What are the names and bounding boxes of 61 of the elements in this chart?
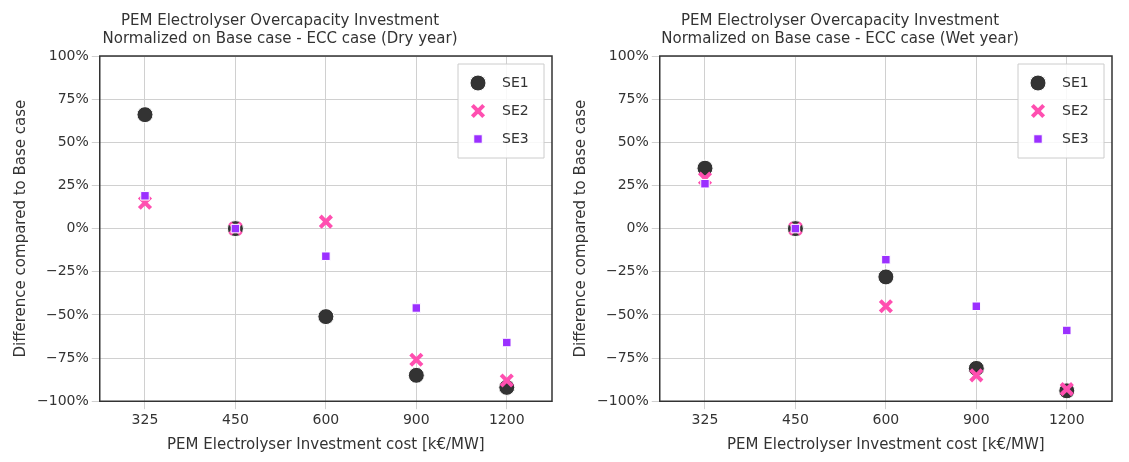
point [317, 308, 335, 326]
y-tick-label: 0% [66, 219, 89, 236]
y-tick-label: 75% [57, 89, 89, 106]
point [411, 303, 422, 313]
point [878, 298, 894, 314]
y-tick-label: 0% [626, 219, 649, 236]
point [502, 337, 512, 348]
legend-label: SE1 [1062, 73, 1089, 90]
x-tick-label: 900 [402, 411, 430, 428]
y-tick-label: 75% [617, 89, 649, 106]
point [408, 352, 424, 368]
y-tick-label: 25% [57, 176, 89, 193]
x-tick-label: 900 [962, 411, 990, 428]
y-tick-label: −50% [45, 305, 89, 322]
point [136, 106, 154, 124]
y-tick-label: 50% [617, 132, 649, 149]
point [877, 268, 895, 286]
x-tick-label: 450 [222, 411, 249, 428]
point [137, 195, 153, 211]
x-tick-label: 450 [782, 411, 809, 428]
x-tick-label: 325 [691, 411, 719, 428]
x-tick-label: 1200 [1048, 411, 1085, 428]
point [700, 178, 710, 189]
legend-label: SE3 [502, 129, 529, 146]
y-tick-label: 25% [617, 176, 649, 193]
y-tick-label: 50% [57, 132, 89, 149]
point [1062, 325, 1072, 336]
point [321, 251, 331, 261]
chart-subtitle: Normalized on Base case - ECC case (Wet year) [661, 28, 1019, 47]
point [318, 214, 334, 230]
point [971, 301, 982, 312]
chart-title: PEM Electrolyser Overcapacity Investment [120, 10, 440, 29]
point [697, 170, 713, 187]
x-tick-label: 600 [872, 411, 900, 428]
y-tick-label: −75% [605, 348, 649, 365]
y-axis-title: Difference compared to Base case [10, 99, 29, 358]
x-axis-title: PEM Electrolyser Investment cost [k€/MW] [727, 434, 1045, 453]
y-tick-label: −50% [605, 305, 649, 322]
y-tick-label: −25% [605, 262, 649, 279]
point [407, 366, 425, 384]
legend-label: SE2 [502, 101, 529, 118]
point [140, 191, 150, 201]
x-tick-label: 600 [312, 411, 340, 428]
y-tick-label: −25% [45, 262, 89, 279]
y-tick-label: 100% [608, 46, 649, 63]
legend-label: SE2 [1062, 101, 1089, 118]
y-tick-label: −100% [36, 391, 89, 408]
y-tick-label: 100% [48, 46, 89, 63]
y-axis-title: Difference compared to Base case [570, 99, 589, 358]
y-tick-label: −100% [596, 391, 649, 408]
chart-subtitle: Normalized on Base case - ECC case (Dry year) [102, 28, 458, 47]
y-tick-label: −75% [45, 348, 89, 365]
point [499, 372, 515, 389]
x-tick-label: 1200 [488, 411, 525, 428]
legend-label: SE1 [502, 73, 529, 90]
chart-title: PEM Electrolyser Overcapacity Investment [680, 10, 1000, 29]
x-axis-title: PEM Electrolyser Investment cost [k€/MW] [167, 434, 485, 453]
point [881, 254, 891, 265]
legend-label: SE3 [1062, 129, 1089, 146]
point [968, 367, 984, 383]
x-tick-label: 325 [131, 411, 159, 428]
